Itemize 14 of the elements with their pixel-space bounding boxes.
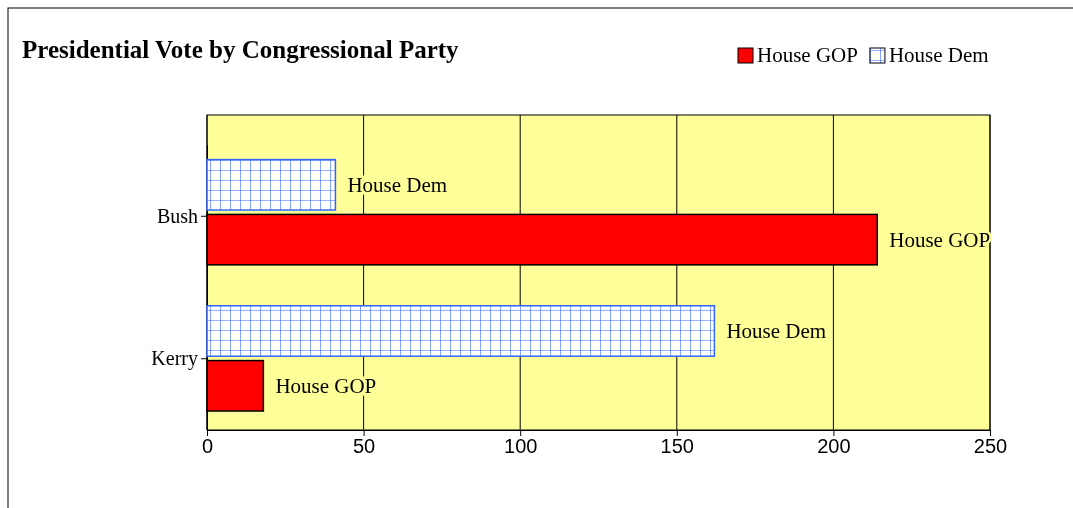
y-tick-label: Kerry — [151, 347, 198, 371]
legend-label: House Dem — [888, 43, 989, 67]
x-tick-label: 250 — [973, 435, 1008, 458]
y-tick-label: Bush — [156, 204, 198, 227]
x-tick-label: 200 — [817, 435, 851, 458]
x-tick-label: 0 — [201, 435, 214, 458]
text: House Dem — [726, 318, 827, 343]
x-tick-label: 50 — [352, 435, 376, 458]
bar — [206, 158, 337, 211]
bar — [206, 305, 716, 357]
chart-title: Presidential Vote by Congressional Party — [22, 36, 460, 63]
x-tick-label: 100 — [504, 435, 538, 458]
legend-label: House GOP — [757, 43, 858, 67]
x-tick-label: 150 — [660, 435, 694, 458]
